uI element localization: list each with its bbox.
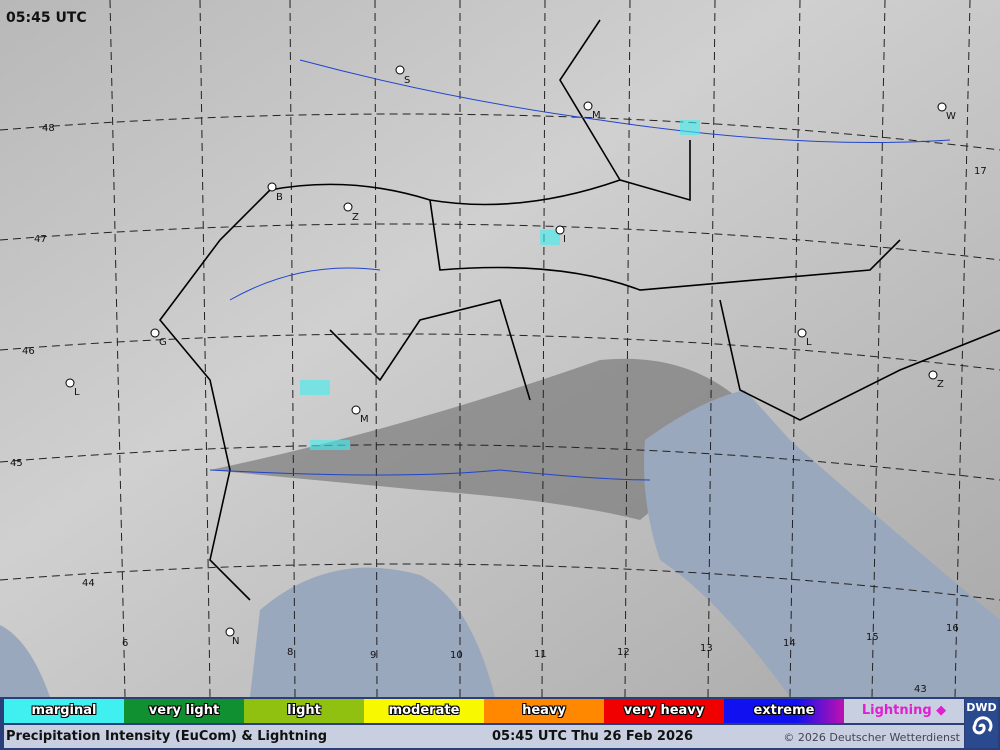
- svg-text:44: 44: [82, 578, 95, 589]
- spiral-icon: [972, 716, 992, 735]
- svg-text:I: I: [563, 234, 566, 245]
- longitude-labels: 6 8 9 10 11 12 13 14 15 16: [122, 623, 959, 661]
- svg-text:13: 13: [700, 643, 713, 654]
- legend-marginal: marginal: [4, 699, 124, 723]
- svg-text:6: 6: [122, 638, 128, 649]
- latitude-labels: 48 47 46 45 44 17 43: [10, 123, 987, 695]
- svg-text:47: 47: [34, 234, 47, 245]
- precipitation: [300, 120, 700, 450]
- ligurian-sea: [250, 567, 495, 697]
- svg-text:L: L: [806, 337, 812, 348]
- svg-text:15: 15: [866, 632, 879, 643]
- svg-text:16: 16: [946, 623, 959, 634]
- svg-text:8: 8: [287, 647, 293, 658]
- footer: Precipitation Intensity (EuCom) & Lightn…: [4, 725, 964, 748]
- svg-text:14: 14: [783, 638, 796, 649]
- legend-lightning: Lightning ◆: [844, 699, 964, 723]
- svg-text:M: M: [360, 414, 369, 425]
- product-title: Precipitation Intensity (EuCom) & Lightn…: [6, 729, 328, 744]
- adriatic-sea: [644, 390, 1000, 697]
- svg-text:12: 12: [617, 647, 630, 658]
- svg-text:46: 46: [22, 346, 35, 357]
- svg-text:N: N: [232, 636, 239, 647]
- city-markers: S M W B Z I G L L Z M N: [65, 65, 956, 647]
- legend-light: light: [244, 699, 364, 723]
- svg-text:11: 11: [534, 649, 547, 660]
- svg-text:43: 43: [914, 684, 927, 695]
- precipitation-legend: marginal very light light moderate heavy…: [4, 699, 964, 723]
- rivers: [209, 59, 951, 481]
- svg-text:17: 17: [974, 166, 987, 177]
- borders: [158, 19, 1000, 601]
- datetime: 05:45 UTC Thu 26 Feb 2026: [492, 729, 694, 744]
- svg-text:Z: Z: [937, 379, 944, 390]
- legend-moderate: moderate: [364, 699, 484, 723]
- svg-text:Z: Z: [352, 212, 359, 223]
- copyright: © 2026 Deutscher Wetterdienst: [783, 731, 960, 744]
- svg-text:45: 45: [10, 458, 23, 469]
- svg-text:S: S: [404, 75, 410, 86]
- svg-text:B: B: [276, 192, 283, 203]
- legend-very-light: very light: [124, 699, 244, 723]
- legend-heavy: heavy: [484, 699, 604, 723]
- legend-extreme: extreme: [724, 699, 844, 723]
- sea: [0, 625, 50, 697]
- svg-text:W: W: [946, 111, 956, 122]
- svg-text:M: M: [592, 110, 601, 121]
- time-label: 05:45 UTC: [6, 10, 87, 26]
- logo-text: DWD: [966, 701, 997, 714]
- svg-text:G: G: [159, 337, 167, 348]
- svg-text:L: L: [74, 387, 80, 398]
- svg-text:48: 48: [42, 123, 55, 134]
- svg-text:9: 9: [370, 650, 376, 661]
- dwd-logo: DWD: [965, 699, 998, 748]
- legend-very-heavy: very heavy: [604, 699, 724, 723]
- svg-text:10: 10: [450, 650, 463, 661]
- grid-lines: [0, 0, 1000, 697]
